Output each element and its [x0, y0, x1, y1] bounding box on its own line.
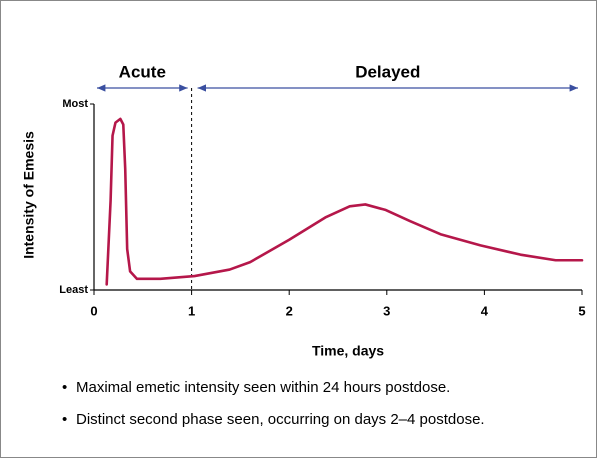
- phase-label: Delayed: [355, 62, 420, 81]
- y-tick-label: Least: [59, 284, 88, 296]
- bullet: •: [62, 411, 67, 428]
- x-tick-label: 3: [383, 303, 390, 318]
- bullet: •: [62, 379, 67, 396]
- x-tick-label: 5: [578, 303, 585, 318]
- x-tick-label: 1: [188, 303, 195, 318]
- note: Maximal emetic intensity seen within 24 …: [76, 379, 450, 396]
- x-tick-label: 0: [90, 303, 97, 318]
- x-tick-label: 2: [286, 303, 293, 318]
- y-axis-label: Intensity of Emesis: [21, 131, 37, 259]
- x-tick-label: 4: [481, 303, 489, 318]
- data-line: [105, 117, 584, 286]
- y-tick-label: Most: [62, 98, 88, 110]
- note: Distinct second phase seen, occurring on…: [76, 411, 485, 428]
- phase-label: Acute: [119, 62, 166, 81]
- x-axis-label: Time, days: [312, 343, 384, 359]
